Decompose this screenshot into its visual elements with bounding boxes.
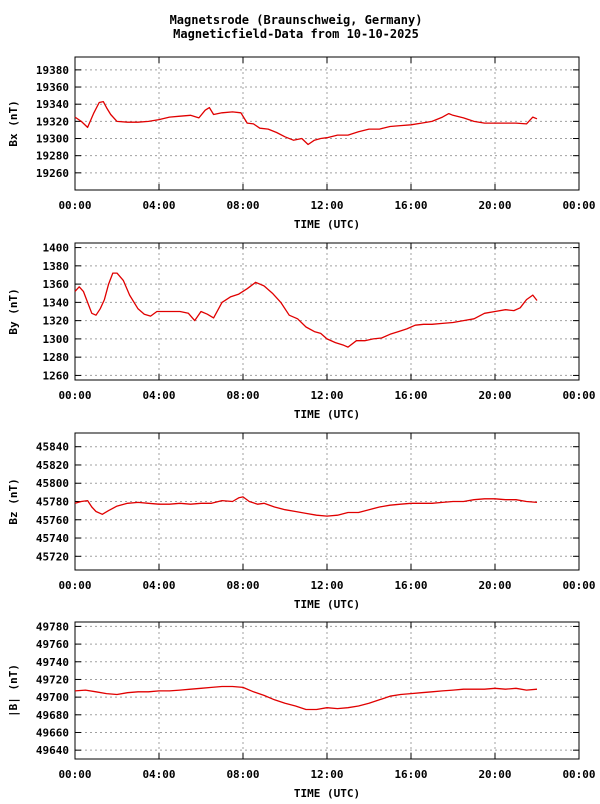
series-line bbox=[74, 272, 538, 348]
y-axis-label: By (nT) bbox=[7, 288, 20, 334]
x-tick-label: 04:00 bbox=[142, 199, 175, 212]
chart-title-line-1: Magnetsrode (Braunschweig, Germany) bbox=[170, 13, 423, 27]
y-tick-label: 45840 bbox=[36, 441, 69, 454]
x-tick-label: 08:00 bbox=[226, 579, 259, 592]
y-axis-label: Bx (nT) bbox=[7, 100, 20, 146]
y-tick-label: 1400 bbox=[43, 242, 70, 255]
x-tick-label: 08:00 bbox=[226, 768, 259, 781]
x-tick-label: 16:00 bbox=[394, 389, 427, 402]
plot-frame bbox=[74, 242, 580, 381]
x-tick-label: 08:00 bbox=[226, 199, 259, 212]
x-tick-label: 12:00 bbox=[310, 389, 343, 402]
y-tick-label: 49780 bbox=[36, 620, 69, 633]
x-tick-label: 20:00 bbox=[478, 768, 511, 781]
y-tick-label: 45720 bbox=[36, 550, 69, 563]
y-axis-label: |B| (nT) bbox=[7, 664, 20, 717]
panel-4: 49640 49660 49680 49700 49720 49740 49760 49780… bbox=[7, 620, 596, 800]
panel-1: 19260 19280 19300 19320 19340 19360 19380 00:00… bbox=[7, 56, 596, 231]
x-tick-label: 00:00 bbox=[58, 199, 91, 212]
y-tick-label: 1360 bbox=[43, 278, 70, 291]
x-tick-label: 04:00 bbox=[142, 389, 175, 402]
plot-frame bbox=[74, 432, 580, 571]
y-tick-label: 1340 bbox=[43, 296, 70, 309]
chart-title-line-2: Magneticfield-Data from 10-10-2025 bbox=[173, 27, 419, 41]
y-tick-label: 19360 bbox=[36, 81, 69, 94]
y-tick-label: 19260 bbox=[36, 167, 69, 180]
x-tick-label: 00:00 bbox=[562, 389, 595, 402]
x-axis-label: TIME (UTC) bbox=[294, 218, 360, 231]
x-tick-label: 16:00 bbox=[394, 768, 427, 781]
x-tick-label: 20:00 bbox=[478, 579, 511, 592]
x-tick-label: 00:00 bbox=[562, 199, 595, 212]
y-tick-label: 1380 bbox=[43, 260, 70, 273]
y-tick-label: 1300 bbox=[43, 333, 70, 346]
y-tick-label: 49720 bbox=[36, 673, 69, 686]
chart-panels: 19260 19280 19300 19320 19340 19360 19380 00:00… bbox=[7, 56, 596, 800]
x-tick-label: 04:00 bbox=[142, 579, 175, 592]
series-line bbox=[74, 496, 538, 517]
x-tick-label: 04:00 bbox=[142, 768, 175, 781]
x-tick-label: 00:00 bbox=[58, 579, 91, 592]
plot-frame bbox=[74, 56, 580, 191]
series-line bbox=[74, 685, 538, 711]
x-tick-label: 16:00 bbox=[394, 579, 427, 592]
panel-3: 45720 45740 45760 45780 45800 45820 45840 00:00… bbox=[7, 432, 596, 611]
y-tick-label: 19300 bbox=[36, 133, 69, 146]
y-tick-label: 19320 bbox=[36, 115, 69, 128]
y-tick-label: 49640 bbox=[36, 744, 69, 757]
y-tick-label: 19380 bbox=[36, 64, 69, 77]
y-tick-label: 49680 bbox=[36, 709, 69, 722]
y-tick-label: 49700 bbox=[36, 691, 69, 704]
y-tick-label: 19340 bbox=[36, 98, 69, 111]
y-tick-label: 1260 bbox=[43, 369, 70, 382]
x-tick-label: 12:00 bbox=[310, 199, 343, 212]
y-tick-label: 49740 bbox=[36, 656, 69, 669]
x-tick-label: 00:00 bbox=[58, 389, 91, 402]
y-tick-label: 19280 bbox=[36, 150, 69, 163]
x-tick-label: 12:00 bbox=[310, 579, 343, 592]
panel-2: 1260 1280 1300 1320 1340 1360 1380 1400 00:00 04:… bbox=[7, 242, 596, 421]
x-tick-label: 00:00 bbox=[562, 579, 595, 592]
x-tick-label: 00:00 bbox=[562, 768, 595, 781]
y-tick-label: 45740 bbox=[36, 532, 69, 545]
y-axis-label: Bz (nT) bbox=[7, 478, 20, 524]
x-tick-label: 12:00 bbox=[310, 768, 343, 781]
y-tick-label: 1320 bbox=[43, 315, 70, 328]
series-line bbox=[74, 100, 538, 146]
y-tick-label: 45800 bbox=[36, 477, 69, 490]
y-tick-label: 49660 bbox=[36, 726, 69, 739]
x-tick-label: 20:00 bbox=[478, 389, 511, 402]
y-tick-label: 1280 bbox=[43, 351, 70, 364]
x-tick-label: 00:00 bbox=[58, 768, 91, 781]
y-tick-label: 45760 bbox=[36, 514, 69, 527]
x-axis-label: TIME (UTC) bbox=[294, 787, 360, 800]
x-tick-label: 20:00 bbox=[478, 199, 511, 212]
x-tick-label: 08:00 bbox=[226, 389, 259, 402]
x-axis-label: TIME (UTC) bbox=[294, 408, 360, 421]
y-tick-label: 45780 bbox=[36, 496, 69, 509]
y-tick-label: 45820 bbox=[36, 459, 69, 472]
x-tick-label: 16:00 bbox=[394, 199, 427, 212]
x-axis-label: TIME (UTC) bbox=[294, 598, 360, 611]
y-tick-label: 49760 bbox=[36, 638, 69, 651]
